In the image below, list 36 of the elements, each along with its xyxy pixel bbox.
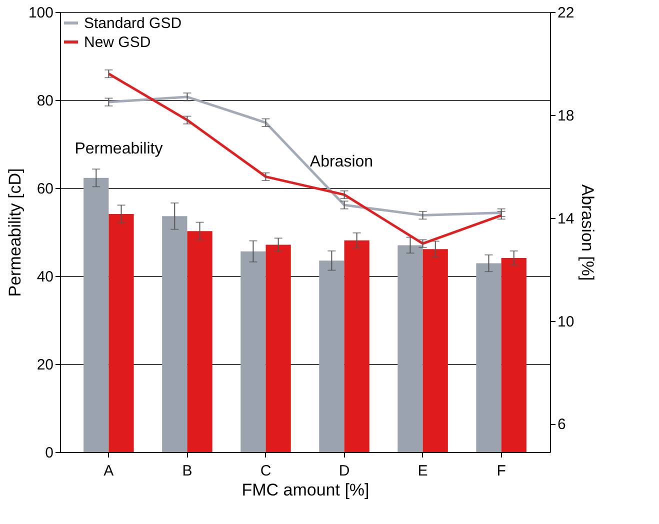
annotation: Permeability <box>74 140 163 158</box>
y2-tick-label: 14 <box>558 210 574 228</box>
bar <box>240 251 266 452</box>
y-tick-label: 40 <box>36 268 54 286</box>
y2-tick-label: 18 <box>558 107 574 124</box>
y-tick-label: 60 <box>36 180 54 198</box>
x-tick-label: B <box>182 462 192 480</box>
y2-tick-label: 22 <box>558 4 574 22</box>
y-tick-label: 20 <box>36 356 54 374</box>
x-tick-label: C <box>260 462 272 480</box>
x-tick-label: D <box>338 462 350 480</box>
y-tick-label: 80 <box>36 92 54 110</box>
bar <box>266 244 291 452</box>
x-axis-title: FMC amount [%] <box>242 480 370 500</box>
bar <box>344 240 370 452</box>
bar <box>108 214 134 452</box>
y-tick-label: 0 <box>45 444 54 462</box>
y2-tick-label: 10 <box>558 313 574 330</box>
bar <box>501 258 526 452</box>
x-tick-label: A <box>104 462 114 480</box>
y-axis-title: Permeability [cD] <box>5 168 24 297</box>
y2-axis-title: Abrasion [%] <box>578 184 598 281</box>
bar <box>319 260 344 452</box>
bar <box>476 263 502 452</box>
legend-label: Standard GSD <box>84 15 182 32</box>
annotation: Abrasion <box>310 154 374 171</box>
bar <box>422 249 448 452</box>
x-tick-label: F <box>496 462 506 480</box>
bar <box>398 245 423 452</box>
y-tick-label: 100 <box>28 4 54 22</box>
bar <box>84 178 109 452</box>
legend-label: New GSD <box>84 34 151 51</box>
x-tick-label: E <box>418 462 428 480</box>
bar <box>162 216 188 452</box>
bar <box>187 231 212 452</box>
y2-tick-label: 6 <box>558 416 566 434</box>
